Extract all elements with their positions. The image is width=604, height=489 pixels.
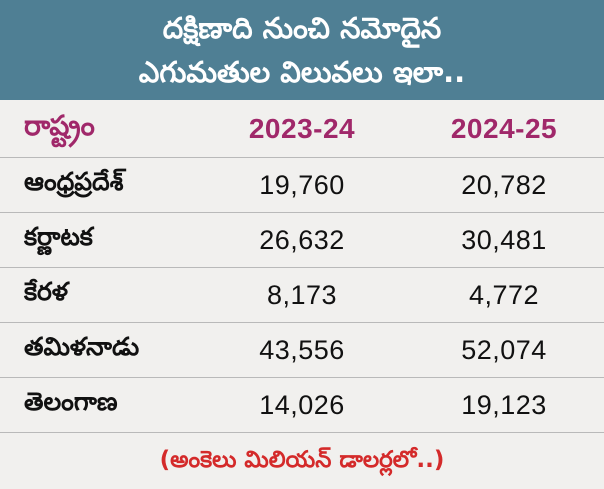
value-2023-24: 43,556 <box>259 334 345 365</box>
table-row: కర్ణాటక 26,632 30,481 <box>0 213 604 268</box>
table-row: కేరళ 8,173 4,772 <box>0 268 604 323</box>
table-row: తెలంగాణ 14,026 19,123 <box>0 378 604 433</box>
units-footnote: (అంకెలు మిలియన్ డాలర్లలో..) <box>159 447 445 473</box>
table-header-row: రాష్ట్రం 2023-24 2024-25 <box>0 100 604 158</box>
column-header-state: రాష్ట్రం <box>24 108 95 142</box>
column-header-2023-24: 2023-24 <box>248 112 356 144</box>
state-name: తమిళనాడు <box>24 332 140 361</box>
value-2024-25: 52,074 <box>461 334 547 365</box>
exports-table: రాష్ట్రం 2023-24 2024-25 ఆంధ్రప్రదేశ్ 19… <box>0 100 604 433</box>
state-name: తెలంగాణ <box>24 387 118 416</box>
value-2024-25: 30,481 <box>461 224 547 255</box>
value-2024-25: 20,782 <box>461 169 547 200</box>
title-line-2: ఎగుమతుల విలువలు ఇలా.. <box>138 55 466 89</box>
value-2023-24: 8,173 <box>266 279 338 310</box>
state-name: ఆంధ్రప్రదేశ్ <box>24 167 124 196</box>
title-banner: దక్షిణాది నుంచి నమోదైన ఎగుమతుల విలువలు ఇ… <box>0 0 604 100</box>
table-row: ఆంధ్రప్రదేశ్ 19,760 20,782 <box>0 158 604 213</box>
value-2023-24: 14,026 <box>259 389 345 420</box>
value-2024-25: 4,772 <box>468 279 540 310</box>
value-2024-25: 19,123 <box>461 389 547 420</box>
state-name: కేరళ <box>24 277 69 306</box>
column-header-2024-25: 2024-25 <box>450 112 558 144</box>
table-row: తమిళనాడు 43,556 52,074 <box>0 323 604 378</box>
value-2023-24: 19,760 <box>259 169 345 200</box>
title-line-1: దక్షిణాది నుంచి నమోదైన <box>162 11 442 45</box>
value-2023-24: 26,632 <box>259 224 345 255</box>
state-name: కర్ణాటక <box>24 222 93 251</box>
